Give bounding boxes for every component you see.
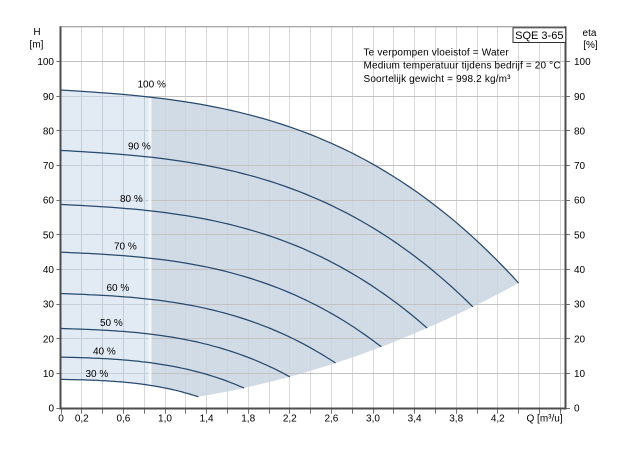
svg-text:4,2: 4,2 [491, 414, 505, 425]
svg-text:0,2: 0,2 [75, 414, 89, 425]
svg-text:70: 70 [574, 161, 586, 172]
svg-text:60 %: 60 % [107, 283, 130, 294]
svg-text:1,4: 1,4 [200, 414, 214, 425]
svg-text:eta: eta [583, 28, 597, 39]
svg-text:90: 90 [574, 92, 586, 103]
svg-text:70 %: 70 % [114, 242, 137, 253]
svg-text:Soortelijk gewicht = 998.2 kg/: Soortelijk gewicht = 998.2 kg/m³ [364, 74, 512, 85]
svg-text:10: 10 [43, 369, 55, 380]
svg-text:80: 80 [574, 126, 586, 137]
svg-text:60: 60 [43, 196, 55, 207]
svg-text:0: 0 [58, 414, 64, 425]
svg-text:[m]: [m] [30, 40, 44, 51]
svg-text:3,4: 3,4 [408, 414, 422, 425]
svg-text:20: 20 [43, 334, 55, 345]
svg-text:50: 50 [574, 230, 586, 241]
svg-text:3,8: 3,8 [449, 414, 463, 425]
svg-text:SQE 3-65: SQE 3-65 [515, 30, 563, 42]
svg-text:30 %: 30 % [86, 369, 109, 380]
svg-text:60: 60 [574, 196, 586, 207]
svg-text:3,0: 3,0 [366, 414, 380, 425]
svg-text:90 %: 90 % [128, 142, 151, 153]
svg-text:1,8: 1,8 [241, 414, 255, 425]
svg-text:100 %: 100 % [138, 80, 166, 91]
svg-text:2,6: 2,6 [324, 414, 338, 425]
svg-text:40 %: 40 % [93, 347, 116, 358]
svg-text:Q [m³/u]: Q [m³/u] [527, 414, 563, 425]
svg-text:1,0: 1,0 [158, 414, 172, 425]
svg-text:90: 90 [43, 92, 55, 103]
svg-text:50: 50 [43, 230, 55, 241]
svg-text:0: 0 [48, 404, 54, 415]
svg-text:Medium temperatuur tijdens bed: Medium temperatuur tijdens bedrijf = 20 … [364, 61, 561, 72]
svg-text:100: 100 [37, 57, 54, 68]
svg-text:50 %: 50 % [100, 318, 123, 329]
svg-text:[%]: [%] [583, 40, 598, 51]
svg-text:0: 0 [574, 404, 580, 415]
svg-text:H: H [33, 27, 40, 38]
svg-text:80 %: 80 % [120, 194, 143, 205]
svg-text:40: 40 [43, 265, 55, 276]
svg-text:20: 20 [574, 334, 586, 345]
svg-text:70: 70 [43, 161, 55, 172]
svg-text:10: 10 [574, 369, 586, 380]
svg-text:30: 30 [574, 300, 586, 311]
svg-text:0,6: 0,6 [116, 414, 130, 425]
svg-text:80: 80 [43, 126, 55, 137]
svg-text:30: 30 [43, 300, 55, 311]
svg-text:100: 100 [574, 57, 591, 68]
svg-text:Te verpompen vloeistof = Water: Te verpompen vloeistof = Water [364, 48, 510, 59]
svg-text:40: 40 [574, 265, 586, 276]
svg-text:2,2: 2,2 [283, 414, 297, 425]
